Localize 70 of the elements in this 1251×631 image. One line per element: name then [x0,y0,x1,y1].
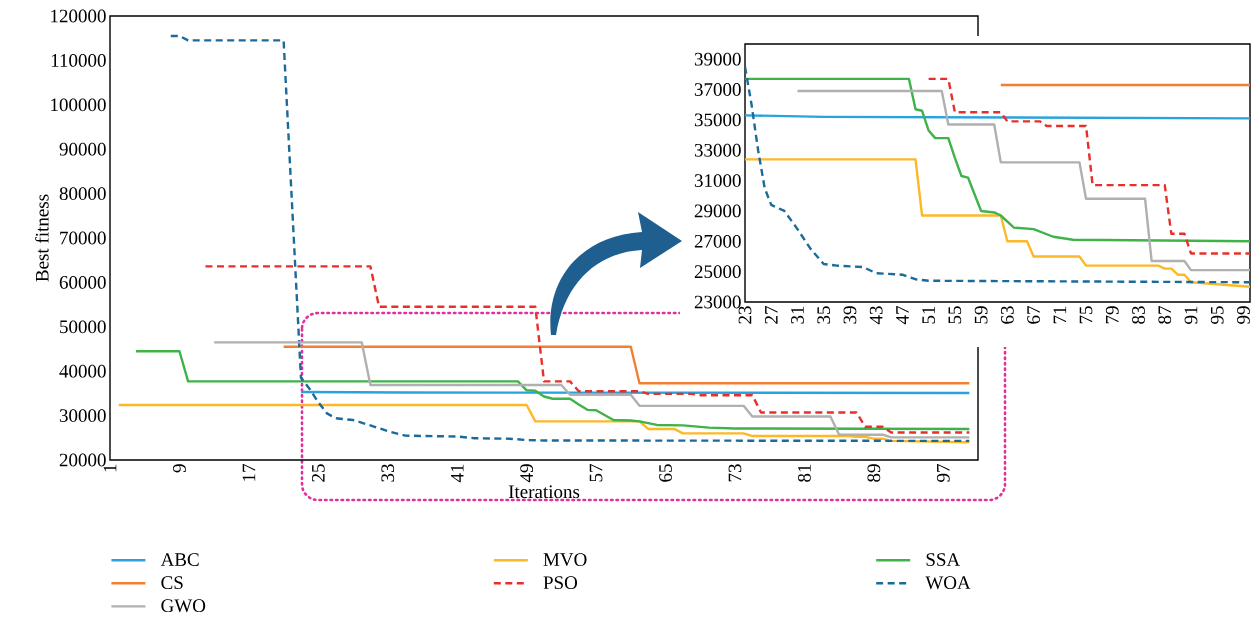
x-tick-label: 47 [896,306,909,325]
line-series [745,77,1251,243]
legend-label: ABC [160,553,199,566]
x-tick-label: 51 [922,306,936,324]
line-series [212,341,971,439]
legend-label: CS [161,576,183,590]
x-tick-label: 65 [659,464,672,482]
legend-label: GWO [161,599,206,613]
x-tick-label: 59 [974,306,988,324]
y-tick-label: 100000 [51,98,106,112]
x-tick-label: 79 [1105,306,1119,324]
line-series [134,350,971,431]
x-tick-label: 91 [1184,306,1198,324]
x-tick-label: 55 [948,306,962,324]
legend-label: WOA [925,576,971,590]
x-tick-label: 27 [764,306,778,324]
x-tick-label: 57 [589,464,603,482]
x-tick-label: 73 [728,464,742,482]
x-tick-label: 81 [797,464,811,482]
line-series [117,403,971,444]
x-tick-label: 97 [936,464,950,482]
x-tick-label: 43 [869,306,883,325]
y-tick-label: 33000 [694,143,741,157]
legend-label: MVO [543,553,587,567]
line-series [796,89,1251,272]
x-tick-label: 41 [450,464,464,483]
x-tick-label: 99 [1237,306,1250,324]
y-tick-label: 30000 [59,409,106,423]
x-tick-label: 35 [817,306,831,324]
y-tick-label: 39000 [694,52,741,66]
x-tick-label: 83 [1132,306,1145,324]
y-tick-label: 40000 [59,364,106,378]
x-tick-label: 75 [1079,306,1093,324]
y-tick-label: 37000 [694,83,741,96]
line-series [745,65,1251,284]
x-tick-label: 1 [103,464,117,472]
y-tick-label: 31000 [694,174,741,187]
x-tick-label: 49 [520,464,534,483]
y-tick-label: 29000 [694,204,741,218]
y-tick-label: 110000 [51,53,106,67]
y-tick-label: 20000 [59,453,106,467]
x-axis-title: Iterations [508,485,580,499]
x-tick-label: 33 [381,464,395,482]
y-tick-label: 27000 [694,234,741,248]
legend-label: PSO [543,576,578,590]
x-tick-label: 63 [1000,306,1014,324]
y-tick-label: 90000 [59,142,106,156]
x-tick-label: 89 [867,464,881,482]
y-axis-title: Best fitness [35,194,49,282]
x-tick-label: 67 [1027,306,1040,324]
line-series [204,265,971,434]
line-series [169,34,971,443]
y-tick-label: 60000 [59,275,106,289]
x-tick-label: 39 [843,306,857,324]
y-tick-label: 80000 [59,187,106,201]
y-tick-label: 120000 [51,9,106,23]
y-tick-label: 35000 [694,113,741,127]
x-tick-label: 71 [1053,306,1067,324]
y-tick-label: 50000 [60,320,106,334]
x-tick-label: 31 [791,306,804,324]
line-series [927,77,1251,255]
x-tick-label: 17 [242,464,256,481]
line-series [745,158,1251,289]
x-tick-label: 87 [1158,306,1172,324]
y-tick-label: 25000 [694,265,741,279]
x-tick-label: 25 [311,464,325,482]
legend-label: SSA [926,553,961,566]
x-tick-label: 95 [1210,306,1224,324]
x-tick-label: 9 [173,464,186,473]
y-tick-label: 70000 [60,231,106,245]
